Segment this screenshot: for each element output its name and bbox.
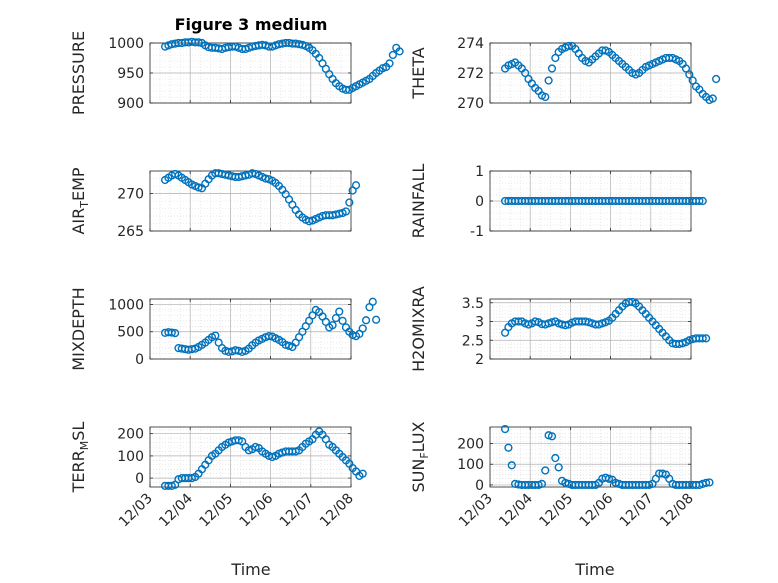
data-point bbox=[395, 47, 404, 56]
data-point bbox=[708, 94, 717, 103]
data-point bbox=[358, 469, 367, 478]
y-tick-label: 200 bbox=[117, 427, 144, 443]
y-axis-label: H2OMIXRA bbox=[409, 286, 428, 372]
data-point bbox=[351, 181, 361, 190]
y-tick-label: 274 bbox=[457, 36, 484, 52]
y-tick-label: 2.5 bbox=[462, 333, 484, 349]
data-point bbox=[171, 328, 180, 338]
data-point bbox=[685, 70, 694, 79]
y-tick-label: 0 bbox=[135, 352, 144, 368]
data-point bbox=[544, 431, 553, 440]
y-axis-label: SUNFLUX bbox=[409, 421, 431, 492]
data-point bbox=[564, 41, 573, 51]
y-tick-label: 265 bbox=[117, 224, 144, 240]
y-tick-label: 100 bbox=[117, 449, 144, 465]
figure-title: Figure 3 medium bbox=[175, 15, 328, 34]
data-point bbox=[372, 315, 381, 324]
data-point bbox=[507, 461, 516, 470]
y-tick-label: 100 bbox=[457, 457, 484, 473]
y-tick-label: 0 bbox=[475, 194, 484, 210]
y-tick-label: 1 bbox=[475, 164, 484, 180]
y-tick-label: 270 bbox=[117, 187, 144, 203]
data-point bbox=[701, 478, 711, 487]
data-point bbox=[211, 331, 220, 340]
y-axis-label: TERRMSL bbox=[69, 422, 91, 494]
y-tick-label: 3.5 bbox=[462, 296, 484, 312]
subplot-row1-left: 900 950 1000 PRESSURE bbox=[69, 31, 404, 115]
data-point bbox=[547, 432, 557, 441]
data-point bbox=[167, 328, 176, 337]
data-point bbox=[604, 474, 614, 483]
data-point bbox=[328, 321, 337, 330]
data-point bbox=[194, 183, 203, 192]
data-point bbox=[341, 207, 351, 216]
y-tick-label: 900 bbox=[117, 96, 144, 112]
data-point bbox=[335, 307, 344, 316]
data-point bbox=[698, 334, 707, 343]
data-point bbox=[681, 64, 691, 73]
data-point bbox=[541, 466, 550, 475]
data-point bbox=[537, 479, 547, 488]
y-tick-label: 1000 bbox=[108, 297, 144, 313]
subplot-row3-right: 2 2.5 3 3.5 H2OMIXRA bbox=[409, 286, 711, 372]
y-tick-label: 0 bbox=[475, 478, 484, 494]
y-axis-label: AIRTEMP bbox=[69, 167, 91, 234]
y-tick-label: 272 bbox=[457, 66, 484, 82]
data-point bbox=[547, 64, 557, 73]
data-point bbox=[500, 424, 510, 434]
data-point bbox=[541, 92, 550, 102]
y-axis-label: MIXDEPTH bbox=[69, 287, 88, 370]
data-point bbox=[194, 38, 203, 47]
data-point bbox=[712, 74, 721, 84]
axes-frame bbox=[489, 298, 692, 360]
y-tick-label: 2 bbox=[475, 352, 484, 368]
data-point bbox=[698, 196, 707, 206]
data-point bbox=[338, 316, 347, 325]
x-axis-label-left: Time bbox=[230, 560, 270, 579]
data-point bbox=[658, 469, 667, 478]
subplot-row3-left: 0 500 1000 MIXDEPTH bbox=[69, 287, 381, 371]
data-point bbox=[551, 53, 560, 63]
data-point bbox=[701, 334, 711, 343]
y-tick-label: 200 bbox=[457, 437, 484, 453]
data-point bbox=[695, 196, 704, 206]
subplot-row2-left: 265 270 AIRTEMP bbox=[69, 167, 361, 240]
data-point bbox=[544, 76, 553, 85]
y-tick-label: 270 bbox=[457, 96, 484, 112]
subplot-row2-right: -1 0 1 RAINFALL bbox=[409, 164, 707, 240]
data-point bbox=[531, 317, 540, 326]
axes-frame bbox=[489, 426, 692, 488]
data-point bbox=[368, 297, 377, 306]
y-axis-label: PRESSURE bbox=[69, 31, 88, 115]
y-tick-label: 500 bbox=[117, 325, 144, 341]
data-point bbox=[561, 321, 570, 330]
y-axis-label: RAINFALL bbox=[409, 164, 428, 239]
data-point bbox=[361, 316, 371, 325]
data-point bbox=[705, 478, 714, 487]
subplot-row1-right: 270 272 274 THETA bbox=[409, 36, 721, 112]
data-point bbox=[388, 50, 397, 60]
data-point bbox=[331, 313, 341, 323]
data-point bbox=[554, 463, 563, 472]
x-axis-label-right: Time bbox=[574, 560, 614, 579]
data-point bbox=[385, 59, 394, 68]
y-tick-label: -1 bbox=[470, 224, 484, 240]
y-axis-label: THETA bbox=[409, 47, 428, 99]
data-point bbox=[521, 68, 530, 78]
y-tick-label: 0 bbox=[135, 471, 144, 487]
data-point bbox=[534, 480, 543, 490]
axes-frame bbox=[149, 170, 352, 232]
data-point bbox=[551, 453, 560, 463]
data-point bbox=[358, 324, 367, 333]
data-point bbox=[504, 443, 513, 452]
y-tick-label: 1000 bbox=[108, 36, 144, 52]
data-point bbox=[345, 198, 354, 207]
axes-frame bbox=[149, 426, 352, 488]
y-tick-label: 3 bbox=[475, 315, 484, 331]
data-point bbox=[688, 76, 697, 85]
y-tick-label: 950 bbox=[117, 66, 144, 82]
data-point bbox=[645, 480, 654, 490]
